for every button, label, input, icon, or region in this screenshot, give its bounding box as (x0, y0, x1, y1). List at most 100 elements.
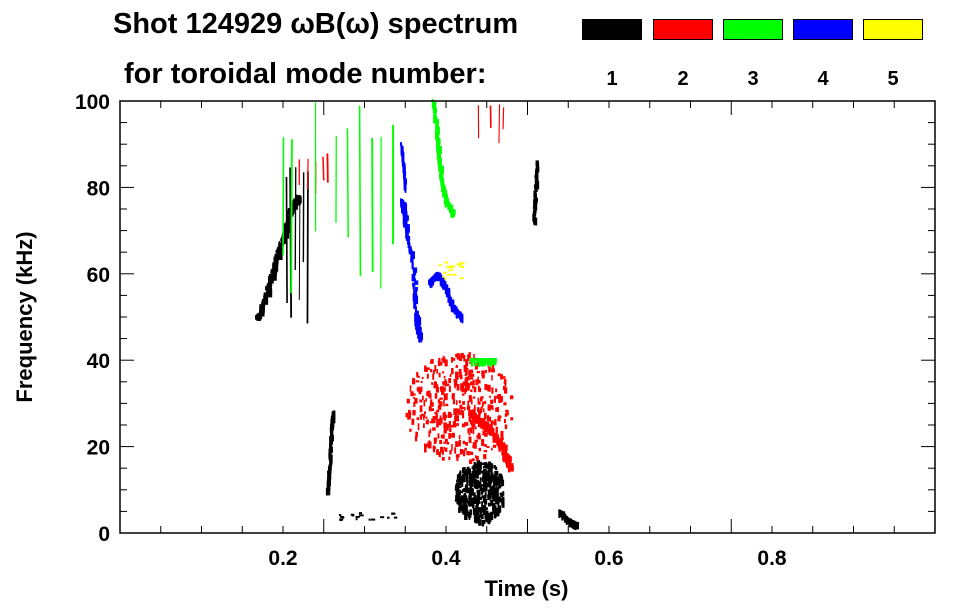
spectrum-speck (480, 507, 485, 512)
spectrum-speck (341, 516, 345, 519)
spectrum-speck (431, 418, 434, 424)
spectrum-speck (491, 476, 495, 480)
spectrum-speck (498, 397, 502, 403)
spectrum-speck (487, 512, 491, 519)
spectrum-speck (477, 489, 481, 496)
spectrum-speck (485, 358, 487, 363)
spectrum-speck (268, 281, 270, 290)
spectrum-speck (474, 463, 476, 469)
spectrum-speck (461, 411, 465, 419)
spectrum-speck (440, 446, 443, 453)
chart-title-line1: Shot 124929 ωB(ω) spectrum (113, 8, 519, 40)
x-tick-label: 0.6 (594, 547, 623, 570)
spectrum-speck (418, 388, 422, 395)
spectrum-speck (415, 431, 418, 438)
spectrum-speck (405, 225, 409, 233)
spectrum-speck (443, 446, 446, 450)
spectrum-speck (472, 428, 475, 435)
spectrum-speck (482, 466, 485, 469)
spectrum-speck (493, 507, 497, 512)
spectrum-speck (461, 314, 464, 324)
spectrum-speck (439, 386, 443, 390)
spectrum-streak (358, 105, 362, 276)
spectrum-speck (413, 401, 416, 407)
spectrum-speck (462, 381, 467, 387)
spectrum-speck (478, 462, 482, 470)
spectrum-speck (505, 462, 509, 468)
spectrum-speck (497, 416, 501, 422)
spectrum-speck (482, 476, 485, 483)
spectrum-speck (476, 489, 479, 494)
spectrum-speck (534, 217, 538, 226)
spectrum-speck (495, 477, 499, 480)
spectrum-speck (489, 429, 494, 436)
spectrum-speck (480, 470, 484, 474)
legend-swatch-mode-1 (582, 19, 642, 40)
spectrum-speck (495, 426, 498, 434)
spectrum-speck (475, 517, 479, 524)
spectrum-speck (476, 500, 478, 508)
spectrum-speck (479, 484, 483, 489)
spectrum-speck (490, 479, 494, 482)
spectrum-speck (464, 422, 466, 427)
legend-swatch-mode-5 (863, 19, 923, 40)
spectrum-speck (500, 437, 504, 441)
spectrum-speck (476, 462, 481, 467)
spectrum-speck (450, 268, 453, 271)
spectrum-speck (444, 359, 448, 367)
spectrum-speck (446, 265, 451, 268)
spectrum-speck (507, 464, 510, 469)
spectrum-speck (267, 289, 273, 298)
spectrum-speck (493, 421, 497, 426)
spectrum-speck (429, 360, 433, 364)
spectrum-speck (454, 411, 458, 417)
spectrum-speck (476, 371, 480, 374)
spectrum-speck (455, 454, 458, 458)
spectrum-speck (425, 416, 428, 419)
spectrum-speck (444, 379, 447, 382)
spectrum-speck (462, 467, 466, 470)
spectrum-speck (536, 170, 539, 180)
spectrum-speck (496, 497, 500, 505)
spectrum-speck (450, 265, 456, 268)
spectrum-speck (431, 382, 433, 385)
spectrum-speck (330, 430, 334, 440)
spectrum-speck (267, 282, 273, 287)
spectrum-speck (463, 354, 466, 362)
spectrum-speck (436, 369, 439, 374)
spectrum-speck (500, 498, 502, 503)
spectrum-speck (329, 437, 332, 443)
spectrum-speck (414, 398, 418, 404)
spectrum-speck (469, 509, 472, 516)
spectrum-speck (474, 358, 476, 367)
spectrum-speck (466, 511, 470, 515)
spectrum-speck (467, 383, 471, 389)
spectrum-speck (499, 507, 502, 513)
spectrum-speck (474, 439, 478, 443)
spectrum-speck (413, 396, 415, 399)
spectrum-speck (451, 368, 454, 375)
spectrum-speck (404, 227, 407, 232)
spectrum-streak (498, 104, 501, 144)
spectrum-speck (414, 278, 416, 282)
spectrum-speck (458, 368, 462, 374)
spectrum-speck (450, 356, 453, 363)
spectrum-speck (473, 354, 475, 360)
spectrum-speck (446, 441, 450, 445)
mode-5-feature (438, 261, 465, 280)
spectrum-speck (499, 475, 503, 481)
spectrum-speck (358, 512, 363, 515)
spectrum-speck (489, 515, 492, 523)
spectrum-speck (489, 395, 491, 399)
spectrum-speck (488, 502, 491, 507)
spectrum-speck (453, 210, 456, 214)
spectrum-speck (411, 418, 415, 425)
spectrum-speck (480, 406, 483, 409)
spectrum-speck (468, 436, 471, 443)
spectrum-speck (443, 387, 446, 392)
spectrum-speck (459, 374, 463, 380)
spectrum-speck (510, 465, 514, 472)
spectrum-speck (456, 499, 459, 505)
spectrum-speck (470, 381, 473, 386)
